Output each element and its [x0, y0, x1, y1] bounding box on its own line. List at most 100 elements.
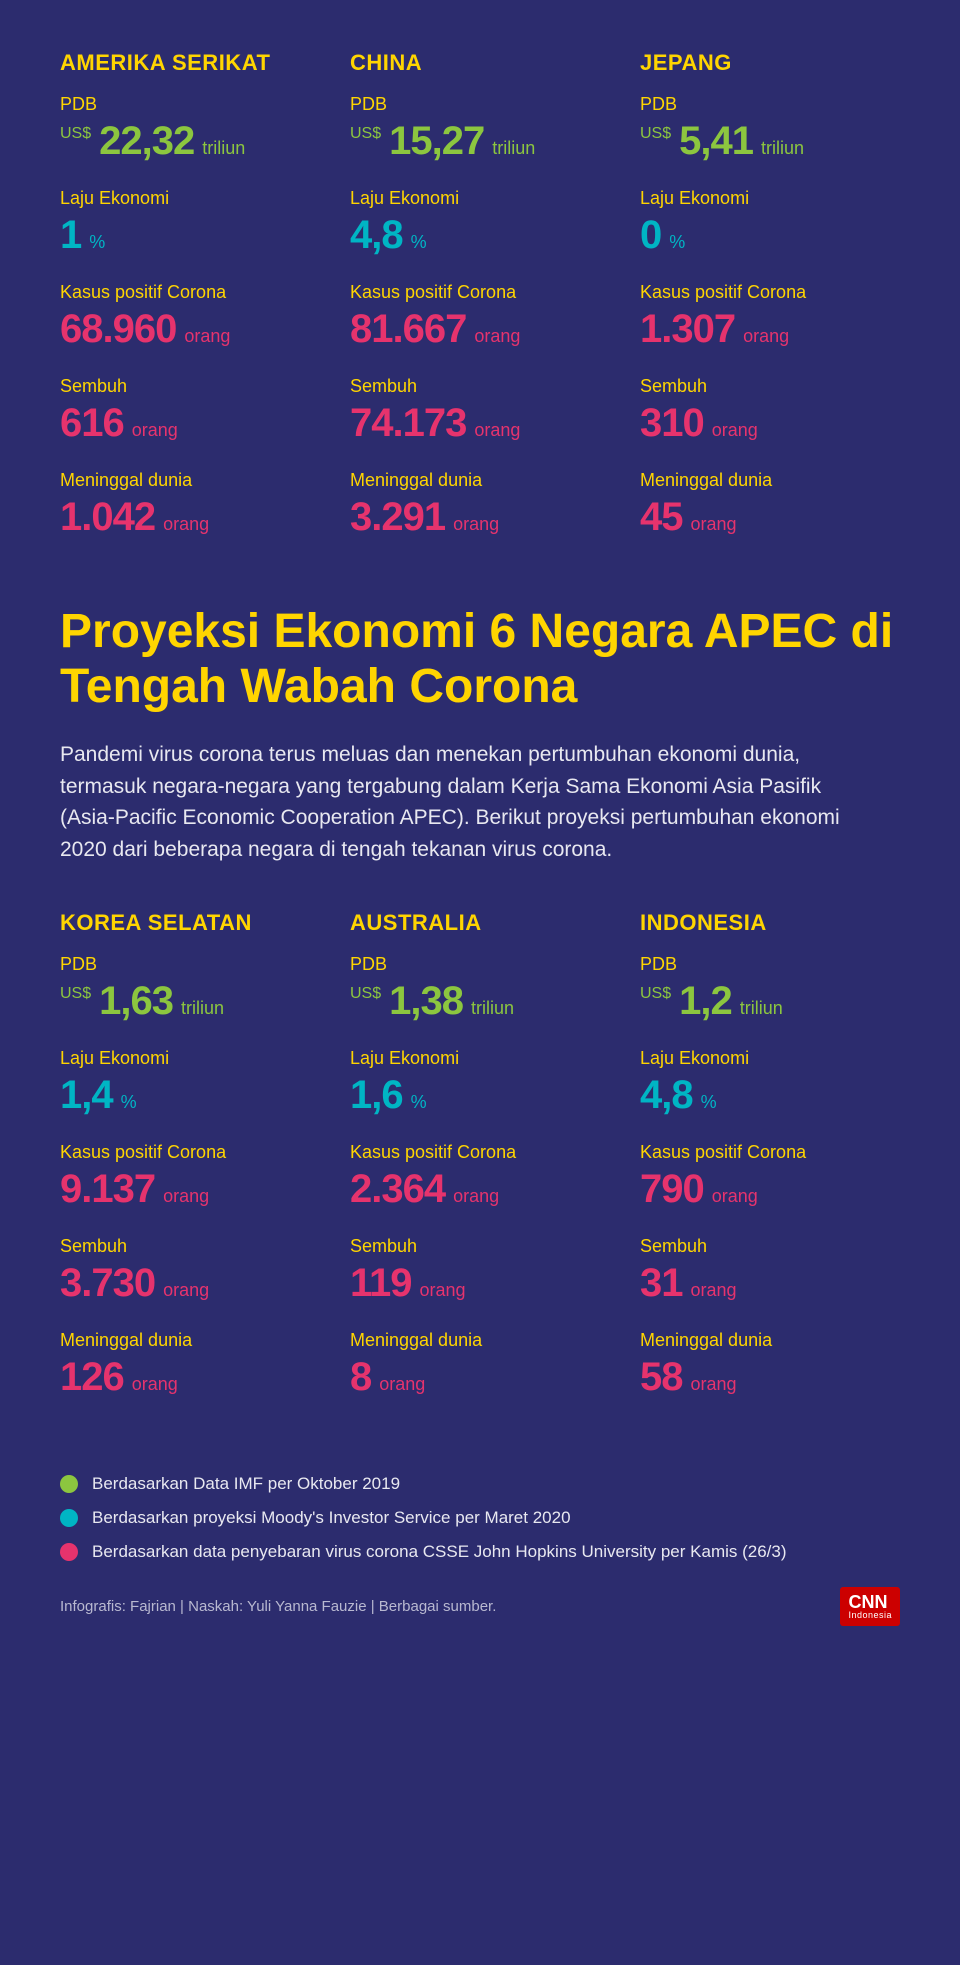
stat-value: 616	[60, 401, 124, 446]
country-name: AUSTRALIA	[350, 910, 610, 936]
stat-value-row: 9.137 orang	[60, 1167, 320, 1212]
stat-value-row: 2.364 orang	[350, 1167, 610, 1212]
stat-value-row: 3.291 orang	[350, 495, 610, 540]
stat-value: 2.364	[350, 1167, 445, 1212]
country-grid-top: AMERIKA SERIKAT PDB US$ 22,32 triliun La…	[60, 50, 900, 564]
stat-value-row: 4,8 %	[350, 213, 610, 258]
stat: Laju Ekonomi 0 %	[640, 188, 900, 258]
stat-label: Kasus positif Corona	[350, 1142, 610, 1163]
stat-value-row: 1,6 %	[350, 1073, 610, 1118]
stat-value-row: 31 orang	[640, 1261, 900, 1306]
cnn-logo-main: CNN	[848, 1592, 887, 1612]
stat-value: 1	[60, 213, 81, 258]
stat-label: PDB	[60, 94, 320, 115]
country-block: AUSTRALIA PDB US$ 1,38 triliun Laju Ekon…	[350, 910, 610, 1424]
stat-label: Kasus positif Corona	[60, 282, 320, 303]
stat-value-row: US$ 15,27 triliun	[350, 119, 610, 164]
stat-label: Sembuh	[60, 1236, 320, 1257]
stat-value: 31	[640, 1261, 683, 1306]
stat-suffix: triliun	[181, 998, 224, 1019]
stat-label: Kasus positif Corona	[640, 1142, 900, 1163]
stat-label: Sembuh	[350, 1236, 610, 1257]
stat-value: 790	[640, 1167, 704, 1212]
legend-text: Berdasarkan Data IMF per Oktober 2019	[92, 1474, 400, 1494]
stat-suffix: %	[669, 232, 685, 253]
stat-value: 81.667	[350, 307, 466, 352]
stat-value-row: US$ 1,63 triliun	[60, 979, 320, 1024]
country-name: JEPANG	[640, 50, 900, 76]
stat: Meninggal dunia 58 orang	[640, 1330, 900, 1400]
country-block: KOREA SELATAN PDB US$ 1,63 triliun Laju …	[60, 910, 320, 1424]
stat-value-row: 616 orang	[60, 401, 320, 446]
stat-suffix: %	[89, 232, 105, 253]
stat-label: Kasus positif Corona	[350, 282, 610, 303]
country-grid-bottom: KOREA SELATAN PDB US$ 1,63 triliun Laju …	[60, 910, 900, 1424]
stat-value: 4,8	[350, 213, 403, 258]
country-block: JEPANG PDB US$ 5,41 triliun Laju Ekonomi…	[640, 50, 900, 564]
country-block: AMERIKA SERIKAT PDB US$ 22,32 triliun La…	[60, 50, 320, 564]
stat-value: 4,8	[640, 1073, 693, 1118]
stat-suffix: triliun	[202, 138, 245, 159]
stat-value: 58	[640, 1355, 683, 1400]
stat-label: PDB	[60, 954, 320, 975]
stat-value: 3.291	[350, 495, 445, 540]
stat-prefix: US$	[60, 125, 91, 143]
stat-value: 310	[640, 401, 704, 446]
stat: Laju Ekonomi 1,6 %	[350, 1048, 610, 1118]
stat-suffix: orang	[453, 1186, 499, 1207]
stat-suffix: orang	[712, 1186, 758, 1207]
legend-row: Berdasarkan proyeksi Moody's Investor Se…	[60, 1508, 900, 1528]
stat-value-row: US$ 22,32 triliun	[60, 119, 320, 164]
stat-prefix: US$	[640, 125, 671, 143]
country-block: CHINA PDB US$ 15,27 triliun Laju Ekonomi…	[350, 50, 610, 564]
stat-value: 1,38	[389, 979, 463, 1024]
stat: Kasus positif Corona 2.364 orang	[350, 1142, 610, 1212]
stat-suffix: orang	[474, 420, 520, 441]
stat: Laju Ekonomi 4,8 %	[640, 1048, 900, 1118]
stat-label: Laju Ekonomi	[350, 188, 610, 209]
stat-label: Laju Ekonomi	[640, 188, 900, 209]
stat: PDB US$ 15,27 triliun	[350, 94, 610, 164]
stat-label: Meninggal dunia	[60, 1330, 320, 1351]
stat-suffix: triliun	[740, 998, 783, 1019]
stat-suffix: triliun	[492, 138, 535, 159]
stat-suffix: %	[121, 1092, 137, 1113]
stat: PDB US$ 1,38 triliun	[350, 954, 610, 1024]
stat-label: Sembuh	[640, 1236, 900, 1257]
stat-suffix: orang	[132, 1374, 178, 1395]
stat-value-row: 126 orang	[60, 1355, 320, 1400]
stat-value: 1,4	[60, 1073, 113, 1118]
stat-value-row: 1,4 %	[60, 1073, 320, 1118]
stat: Kasus positif Corona 81.667 orang	[350, 282, 610, 352]
stat-suffix: orang	[474, 326, 520, 347]
stat: Kasus positif Corona 790 orang	[640, 1142, 900, 1212]
stat-value: 15,27	[389, 119, 484, 164]
stat-label: PDB	[350, 954, 610, 975]
cnn-logo-sub: Indonesia	[848, 1611, 892, 1620]
stat-value: 126	[60, 1355, 124, 1400]
stat-value-row: 1.307 orang	[640, 307, 900, 352]
stat: Kasus positif Corona 9.137 orang	[60, 1142, 320, 1212]
stat: Meninggal dunia 1.042 orang	[60, 470, 320, 540]
stat-value-row: 1.042 orang	[60, 495, 320, 540]
country-name: INDONESIA	[640, 910, 900, 936]
credits-text: Infografis: Fajrian | Naskah: Yuli Yanna…	[60, 1598, 496, 1615]
stat-prefix: US$	[640, 985, 671, 1003]
stat: Meninggal dunia 8 orang	[350, 1330, 610, 1400]
stat-value: 1.307	[640, 307, 735, 352]
stat-value: 3.730	[60, 1261, 155, 1306]
legend-text: Berdasarkan data penyebaran virus corona…	[92, 1542, 787, 1562]
stat-label: Sembuh	[350, 376, 610, 397]
stat-value: 1.042	[60, 495, 155, 540]
stat-value-row: US$ 1,38 triliun	[350, 979, 610, 1024]
stat-suffix: orang	[691, 1374, 737, 1395]
stat-suffix: orang	[132, 420, 178, 441]
stat-suffix: %	[411, 1092, 427, 1113]
stat-value: 68.960	[60, 307, 176, 352]
stat-label: PDB	[640, 954, 900, 975]
country-name: KOREA SELATAN	[60, 910, 320, 936]
stat: Meninggal dunia 45 orang	[640, 470, 900, 540]
stat: Laju Ekonomi 4,8 %	[350, 188, 610, 258]
stat-label: Sembuh	[60, 376, 320, 397]
legend-dot	[60, 1509, 78, 1527]
